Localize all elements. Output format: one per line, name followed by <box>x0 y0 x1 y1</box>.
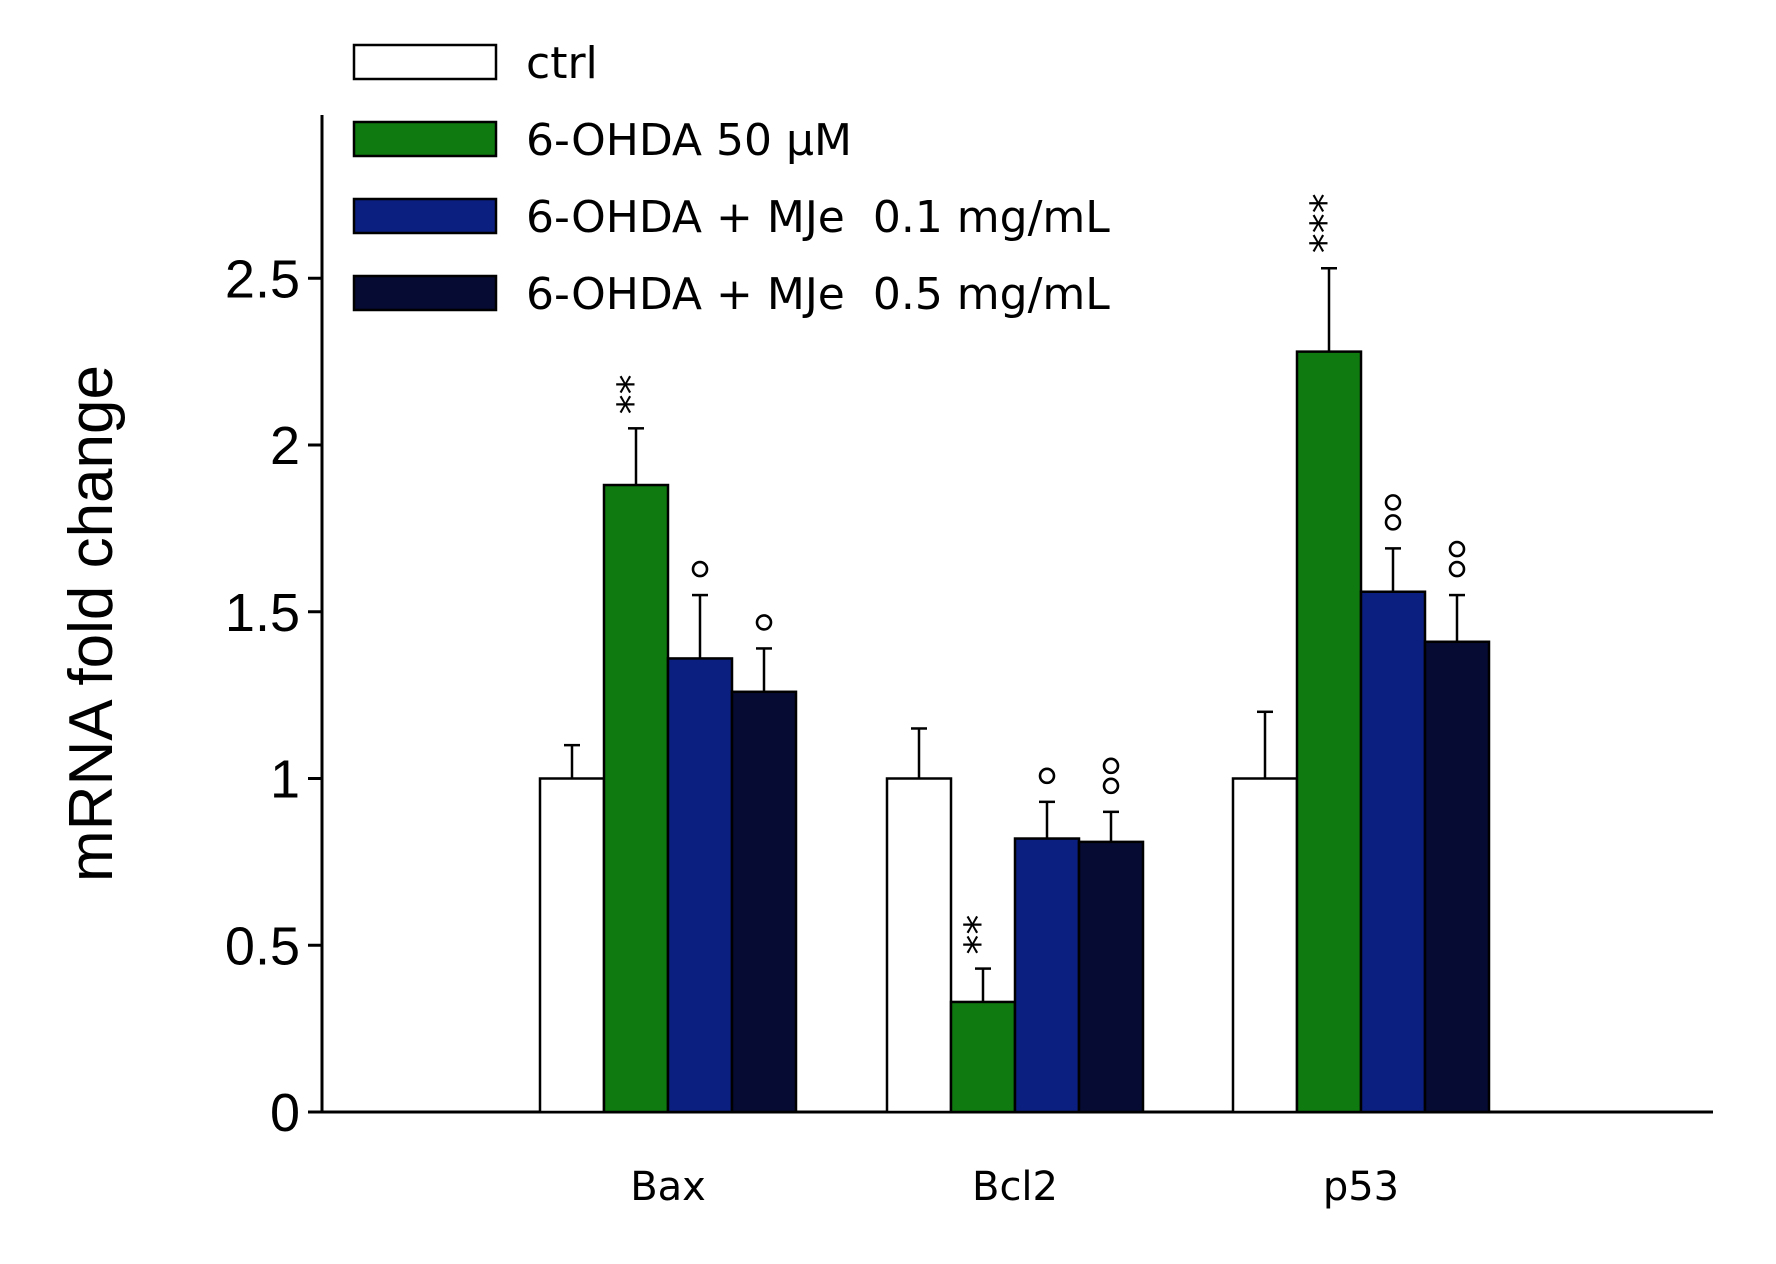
significance-circle <box>1038 767 1056 785</box>
y-axis-title-group: mRNA fold change <box>57 365 126 882</box>
y-axis-title: mRNA fold change <box>57 365 126 882</box>
bar-bax-series-2 <box>666 657 734 1114</box>
x-tick-label-bcl2: Bcl2 <box>972 1164 1058 1210</box>
y-tick-label: 0 <box>270 1083 300 1143</box>
significance-stars: ** <box>957 915 1003 955</box>
y-tick-label: 2 <box>270 416 300 476</box>
significance-circle <box>1448 560 1466 578</box>
x-tick-label-p53: p53 <box>1323 1164 1399 1210</box>
significance-circle <box>1102 777 1120 795</box>
bar-bax-series-0 <box>538 777 606 1114</box>
significance-circles <box>755 614 773 631</box>
legend: ctrl 6-OHDA 50 μM 6-OHDA + MJe 0.1 mg/mL 6-… <box>352 38 1110 320</box>
bar-p53-series-2 <box>1359 590 1427 1114</box>
significance-circles <box>1102 757 1120 795</box>
legend-label-3: 6-OHDA + MJe 0.5 mg/mL <box>526 269 1110 320</box>
significance-circle <box>1384 514 1402 531</box>
legend-swatch-1 <box>352 120 498 158</box>
bar-bcl2-series-2 <box>1013 837 1081 1114</box>
y-tick-label: 1 <box>270 750 300 810</box>
bar-p53-series-0 <box>1231 777 1299 1114</box>
bar-bcl2-series-0 <box>885 777 953 1114</box>
bar-bcl2-series-1 <box>949 1000 1017 1114</box>
significance-circles <box>1448 540 1466 578</box>
x-axis-labels: Bax Bcl2 p53 <box>630 1164 1399 1210</box>
bars: ******* <box>538 193 1491 1114</box>
significance-stars: ** <box>610 374 656 414</box>
significance-circles <box>1384 494 1402 531</box>
bar-p53-series-3 <box>1423 640 1491 1114</box>
significance-circles <box>1038 767 1056 785</box>
bar-bax-series-3 <box>730 690 798 1114</box>
bar-p53-series-1 <box>1295 350 1363 1114</box>
legend-swatch-2 <box>352 197 498 235</box>
significance-stars: *** <box>1303 193 1349 253</box>
significance-circle <box>691 560 709 578</box>
significance-circle <box>755 614 773 631</box>
significance-circle <box>1102 757 1120 775</box>
legend-swatch-3 <box>352 274 498 312</box>
legend-label-0: ctrl <box>526 38 598 89</box>
bar-bax-series-1 <box>602 483 670 1114</box>
y-tick-label: 1.5 <box>225 583 300 643</box>
y-axis-ticks: 0 0.5 1 1.5 2 2.5 <box>225 249 322 1143</box>
significance-circle <box>1384 494 1402 511</box>
legend-label-2: 6-OHDA + MJe 0.1 mg/mL <box>526 192 1110 243</box>
y-tick-label: 0.5 <box>225 916 300 976</box>
significance-circle <box>1448 540 1466 558</box>
x-tick-label-bax: Bax <box>630 1164 706 1210</box>
legend-label-1: 6-OHDA 50 μM <box>526 115 852 166</box>
y-tick-label: 2.5 <box>225 249 300 309</box>
legend-swatch-0 <box>352 43 498 81</box>
significance-circles <box>691 560 709 578</box>
bar-bcl2-series-3 <box>1077 840 1145 1114</box>
